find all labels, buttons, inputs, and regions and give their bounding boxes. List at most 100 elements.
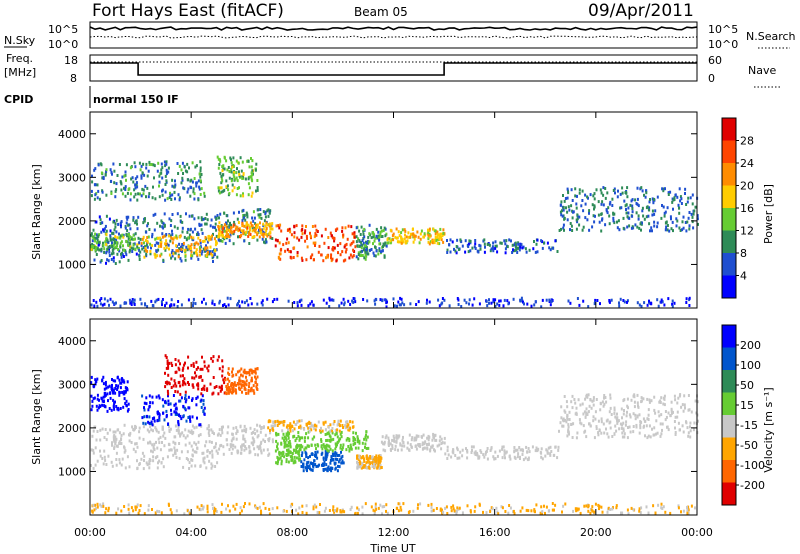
data-cell <box>140 174 143 178</box>
data-cell <box>274 238 277 242</box>
data-cell <box>681 228 684 232</box>
data-cell <box>234 389 237 393</box>
data-cell <box>133 161 136 165</box>
data-cell <box>92 237 95 241</box>
data-cell <box>298 419 301 423</box>
data-cell <box>193 426 196 430</box>
data-cell <box>162 411 164 415</box>
data-cell <box>230 439 233 443</box>
data-cell <box>203 412 206 416</box>
data-cell <box>247 182 250 186</box>
data-cell <box>125 240 128 243</box>
data-cell <box>301 224 304 228</box>
data-cell <box>662 205 665 209</box>
data-cell <box>427 503 430 507</box>
data-cell <box>191 180 194 184</box>
data-cell <box>575 406 578 410</box>
data-cell <box>204 247 207 251</box>
data-cell <box>467 245 470 248</box>
data-cell <box>635 202 638 205</box>
data-cell <box>287 441 290 445</box>
data-cell <box>378 242 381 246</box>
data-cell <box>252 210 255 214</box>
data-cell <box>258 215 261 219</box>
data-cell <box>196 395 199 399</box>
data-cell <box>115 458 118 461</box>
data-cell <box>110 408 113 412</box>
data-cell <box>116 388 119 391</box>
data-cell <box>323 460 326 464</box>
data-cell <box>199 464 202 468</box>
data-cell <box>174 452 177 456</box>
data-cell <box>124 226 127 230</box>
data-cell <box>403 228 406 232</box>
x-tick-label: 00:00 <box>74 526 106 539</box>
data-cell <box>95 300 98 304</box>
data-cell <box>358 441 361 445</box>
data-cell <box>237 235 239 239</box>
data-cell <box>533 240 535 243</box>
data-cell <box>626 186 629 190</box>
data-cell <box>218 227 221 230</box>
data-cell <box>581 228 584 232</box>
data-cell <box>158 195 161 199</box>
data-cell <box>640 506 643 510</box>
data-cell <box>669 511 672 515</box>
data-cell <box>233 220 236 224</box>
data-cell <box>336 440 339 444</box>
data-cell <box>308 429 311 433</box>
data-cell <box>297 457 300 461</box>
data-cell <box>631 204 634 208</box>
data-cell <box>177 249 180 253</box>
data-cell <box>110 252 113 256</box>
data-cell <box>114 379 117 383</box>
data-cell <box>631 198 634 202</box>
data-cell <box>90 375 93 379</box>
data-cell <box>525 445 528 449</box>
data-cell <box>92 448 95 452</box>
data-cell <box>91 180 94 184</box>
data-cell <box>660 298 663 302</box>
data-cell <box>134 505 137 509</box>
data-cell <box>177 423 180 427</box>
data-cell <box>519 299 522 303</box>
data-cell <box>653 212 656 216</box>
data-cell <box>235 426 238 430</box>
data-cell <box>403 444 406 448</box>
data-cell <box>262 502 265 506</box>
data-cell <box>609 406 612 410</box>
data-cell <box>499 241 502 245</box>
data-cell <box>167 364 170 368</box>
data-cell <box>142 162 145 166</box>
data-cell <box>362 229 365 233</box>
data-cell <box>646 397 649 401</box>
data-cell <box>214 249 217 252</box>
data-cell <box>298 454 301 458</box>
data-cell <box>642 425 645 429</box>
data-cell <box>152 459 155 463</box>
data-cell <box>571 436 574 439</box>
data-cell <box>262 227 265 231</box>
data-cell <box>143 408 146 412</box>
data-cell <box>367 446 370 450</box>
data-cell <box>200 218 203 222</box>
data-cell <box>346 424 349 428</box>
data-cell <box>123 390 126 394</box>
data-cell <box>519 242 522 246</box>
data-cell <box>642 397 645 401</box>
data-cell <box>549 445 552 449</box>
data-cell <box>400 508 403 512</box>
data-cell <box>113 439 116 443</box>
data-cell <box>359 465 362 469</box>
data-cell <box>498 299 501 303</box>
data-cell <box>605 419 608 423</box>
data-cell <box>164 436 167 440</box>
data-cell <box>305 467 308 471</box>
data-cell <box>204 217 207 220</box>
data-cell <box>498 303 501 307</box>
data-cell <box>124 194 127 198</box>
data-cell <box>648 222 651 226</box>
data-cell <box>91 242 94 246</box>
x-tick-label: 12:00 <box>378 526 410 539</box>
data-cell <box>328 467 331 471</box>
